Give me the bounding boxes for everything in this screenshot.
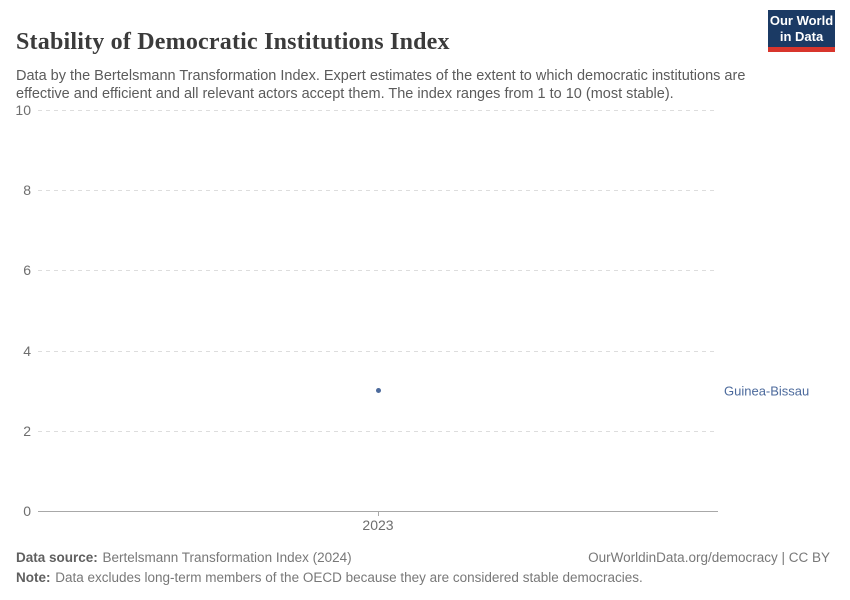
y-axis-tick-label: 2: [23, 422, 31, 439]
footer-note-row: Note: Data excludes long-term members of …: [16, 568, 830, 588]
y-gridline: [38, 350, 718, 352]
y-gridline: [38, 110, 718, 111]
y-axis-tick-label: 8: [23, 182, 31, 199]
y-gridline: [38, 190, 718, 192]
x-axis-line: [38, 511, 718, 512]
chart-subtitle: Data by the Bertelsmann Transformation I…: [16, 67, 746, 103]
y-axis-tick-label: 6: [23, 262, 31, 279]
x-axis-tick: [378, 511, 379, 516]
x-axis-tick-label: 2023: [362, 517, 394, 533]
owid-logo-line1: Our World: [769, 12, 834, 28]
owid-logo-line2: in Data: [779, 28, 824, 44]
data-source-line: Data source: Bertelsmann Transformation I…: [16, 548, 352, 568]
footer-source-row: Data source: Bertelsmann Transformation I…: [16, 548, 830, 568]
y-gridline: [38, 430, 718, 432]
data-source-label: Data source:: [16, 550, 98, 565]
chart-footer: Data source: Bertelsmann Transformation I…: [16, 548, 830, 588]
page-title: Stability of Democratic Institutions Ind…: [16, 29, 450, 56]
y-axis-tick-label: 0: [23, 503, 31, 519]
note-value: Data excludes long-term members of the O…: [55, 570, 643, 585]
y-gridline: [38, 270, 718, 272]
y-axis-tick-label: 4: [23, 342, 31, 359]
y-axis-tick-label: 10: [15, 102, 31, 118]
note-label: Note:: [16, 570, 51, 585]
owid-logo[interactable]: Our World in Data: [768, 10, 835, 52]
data-point[interactable]: [375, 388, 381, 394]
data-source-value: Bertelsmann Transformation Index (2024): [102, 550, 352, 565]
entity-label[interactable]: Guinea-Bissau: [724, 383, 810, 399]
owid-license-link[interactable]: OurWorldinData.org/democracy | CC BY: [588, 550, 830, 565]
